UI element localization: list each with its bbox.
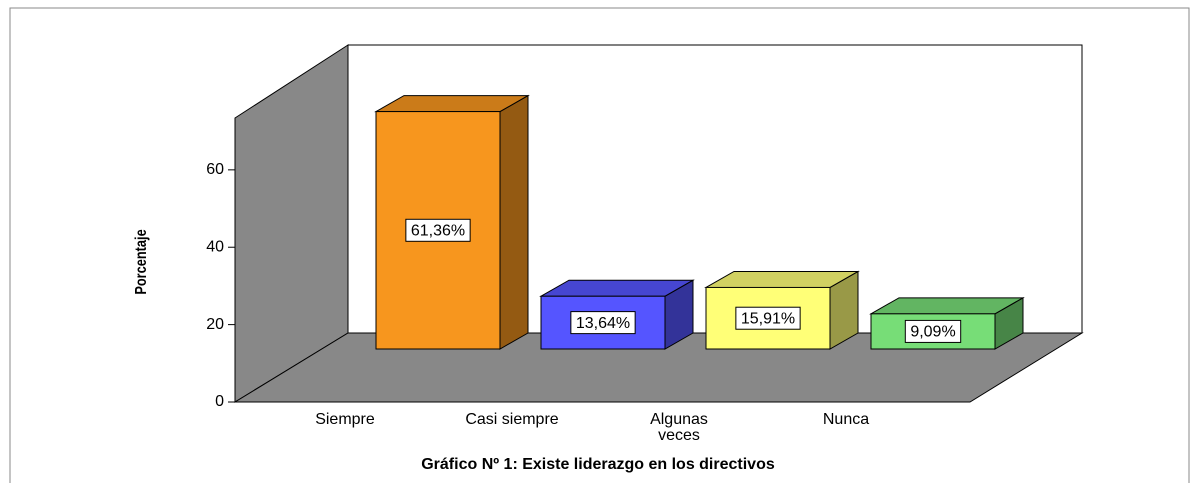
bar-top [539,279,695,297]
value-label-box [735,306,801,330]
y-tick-label: 40 [206,238,224,255]
value-label-box [405,218,471,242]
bar-side [499,94,529,350]
x-tick-label: Casi siempre [465,411,559,428]
x-tick-label: Siempre [315,411,375,428]
x-tick-label: Nunca [822,411,870,428]
bar-top [374,95,530,113]
y-tick-label: 0 [215,393,224,410]
frame [9,7,1190,483]
y-axis-label: Porcentaje [133,229,151,294]
chart-title: Gráfico Nº 1: Existe liderazgo en los di… [421,456,775,473]
y-tick-label: 20 [206,316,224,333]
value-label-box [904,319,962,343]
value-label: 9,09% [910,324,955,341]
value-label: 61,36% [411,223,465,240]
bar-top [869,297,1025,315]
bar-top [704,270,860,288]
value-label: 15,91% [741,310,795,327]
value-label: 13,64% [576,315,630,332]
value-label-box [570,311,636,335]
x-tick-label: Algunas veces [650,411,708,444]
floor [233,332,1084,403]
y-tick-label: 60 [206,161,224,178]
